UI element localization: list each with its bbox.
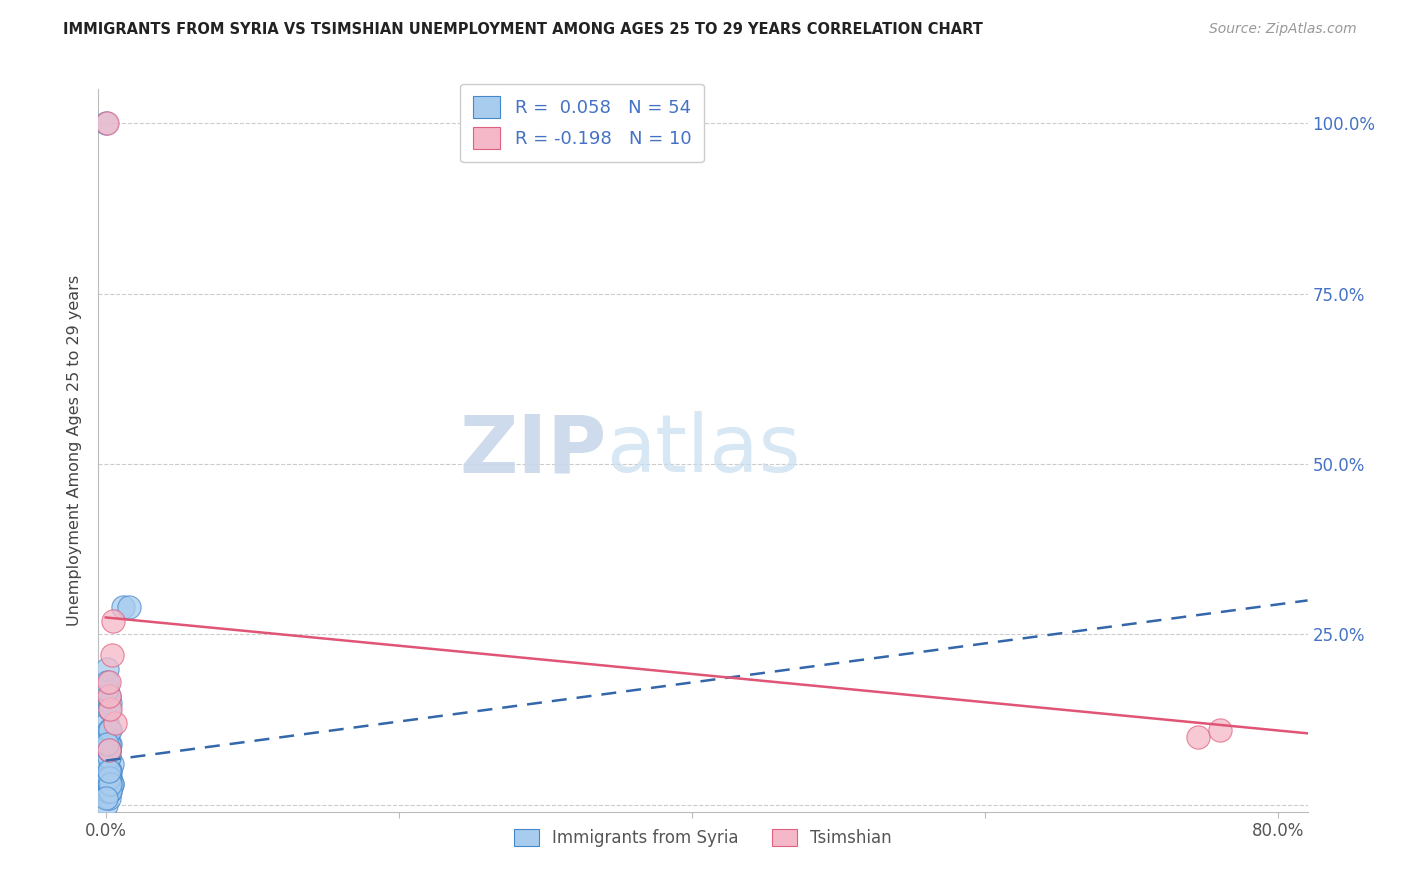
Point [97,689,120,703]
Point [98,702,121,716]
Point [97,743,120,757]
Point [100,648,122,662]
Point [118,600,141,615]
Point [97,750,120,764]
Legend: Immigrants from Syria, Tsimshian: Immigrants from Syria, Tsimshian [508,822,898,854]
Point [98,777,121,791]
Point [98,777,121,791]
Point [97,750,120,764]
Point [101,614,124,628]
Point [97,791,120,805]
Point [1208,723,1230,737]
Point [97,675,120,690]
Text: atlas: atlas [606,411,800,490]
Point [96,737,118,751]
Point [97,771,120,785]
Point [96,716,118,731]
Point [98,771,121,785]
Point [98,764,121,778]
Point [97,689,120,703]
Point [98,777,121,791]
Point [96,116,118,130]
Point [96,757,118,772]
Point [97,702,120,716]
Point [98,764,121,778]
Point [97,743,120,757]
Point [97,784,120,798]
Point [1187,730,1209,744]
Point [97,764,120,778]
Point [96,662,118,676]
Point [97,764,120,778]
Point [112,600,135,615]
Point [100,777,122,791]
Point [96,681,118,696]
Point [97,743,120,757]
Point [97,771,120,785]
Point [97,771,120,785]
Text: ZIP: ZIP [458,411,606,490]
Point [96,730,118,744]
Point [100,777,122,791]
Point [96,750,118,764]
Point [97,743,120,757]
Point [96,771,118,785]
Point [96,791,118,805]
Point [98,723,121,737]
Point [96,116,118,130]
Point [98,764,121,778]
Point [97,784,120,798]
Point [98,696,121,710]
Point [96,743,118,757]
Point [97,723,120,737]
Y-axis label: Unemployment Among Ages 25 to 29 years: Unemployment Among Ages 25 to 29 years [67,275,83,626]
Point [96,784,118,798]
Point [97,737,120,751]
Point [98,771,121,785]
Point [96,757,118,772]
Point [98,737,121,751]
Point [98,784,121,798]
Text: Source: ZipAtlas.com: Source: ZipAtlas.com [1209,22,1357,37]
Point [98,777,121,791]
Point [103,716,125,731]
Point [96,797,118,812]
Text: IMMIGRANTS FROM SYRIA VS TSIMSHIAN UNEMPLOYMENT AMONG AGES 25 TO 29 YEARS CORREL: IMMIGRANTS FROM SYRIA VS TSIMSHIAN UNEMP… [63,22,983,37]
Point [96,771,118,785]
Point [98,784,121,798]
Point [100,757,122,772]
Point [96,777,118,791]
Point [96,675,118,690]
Point [96,784,118,798]
